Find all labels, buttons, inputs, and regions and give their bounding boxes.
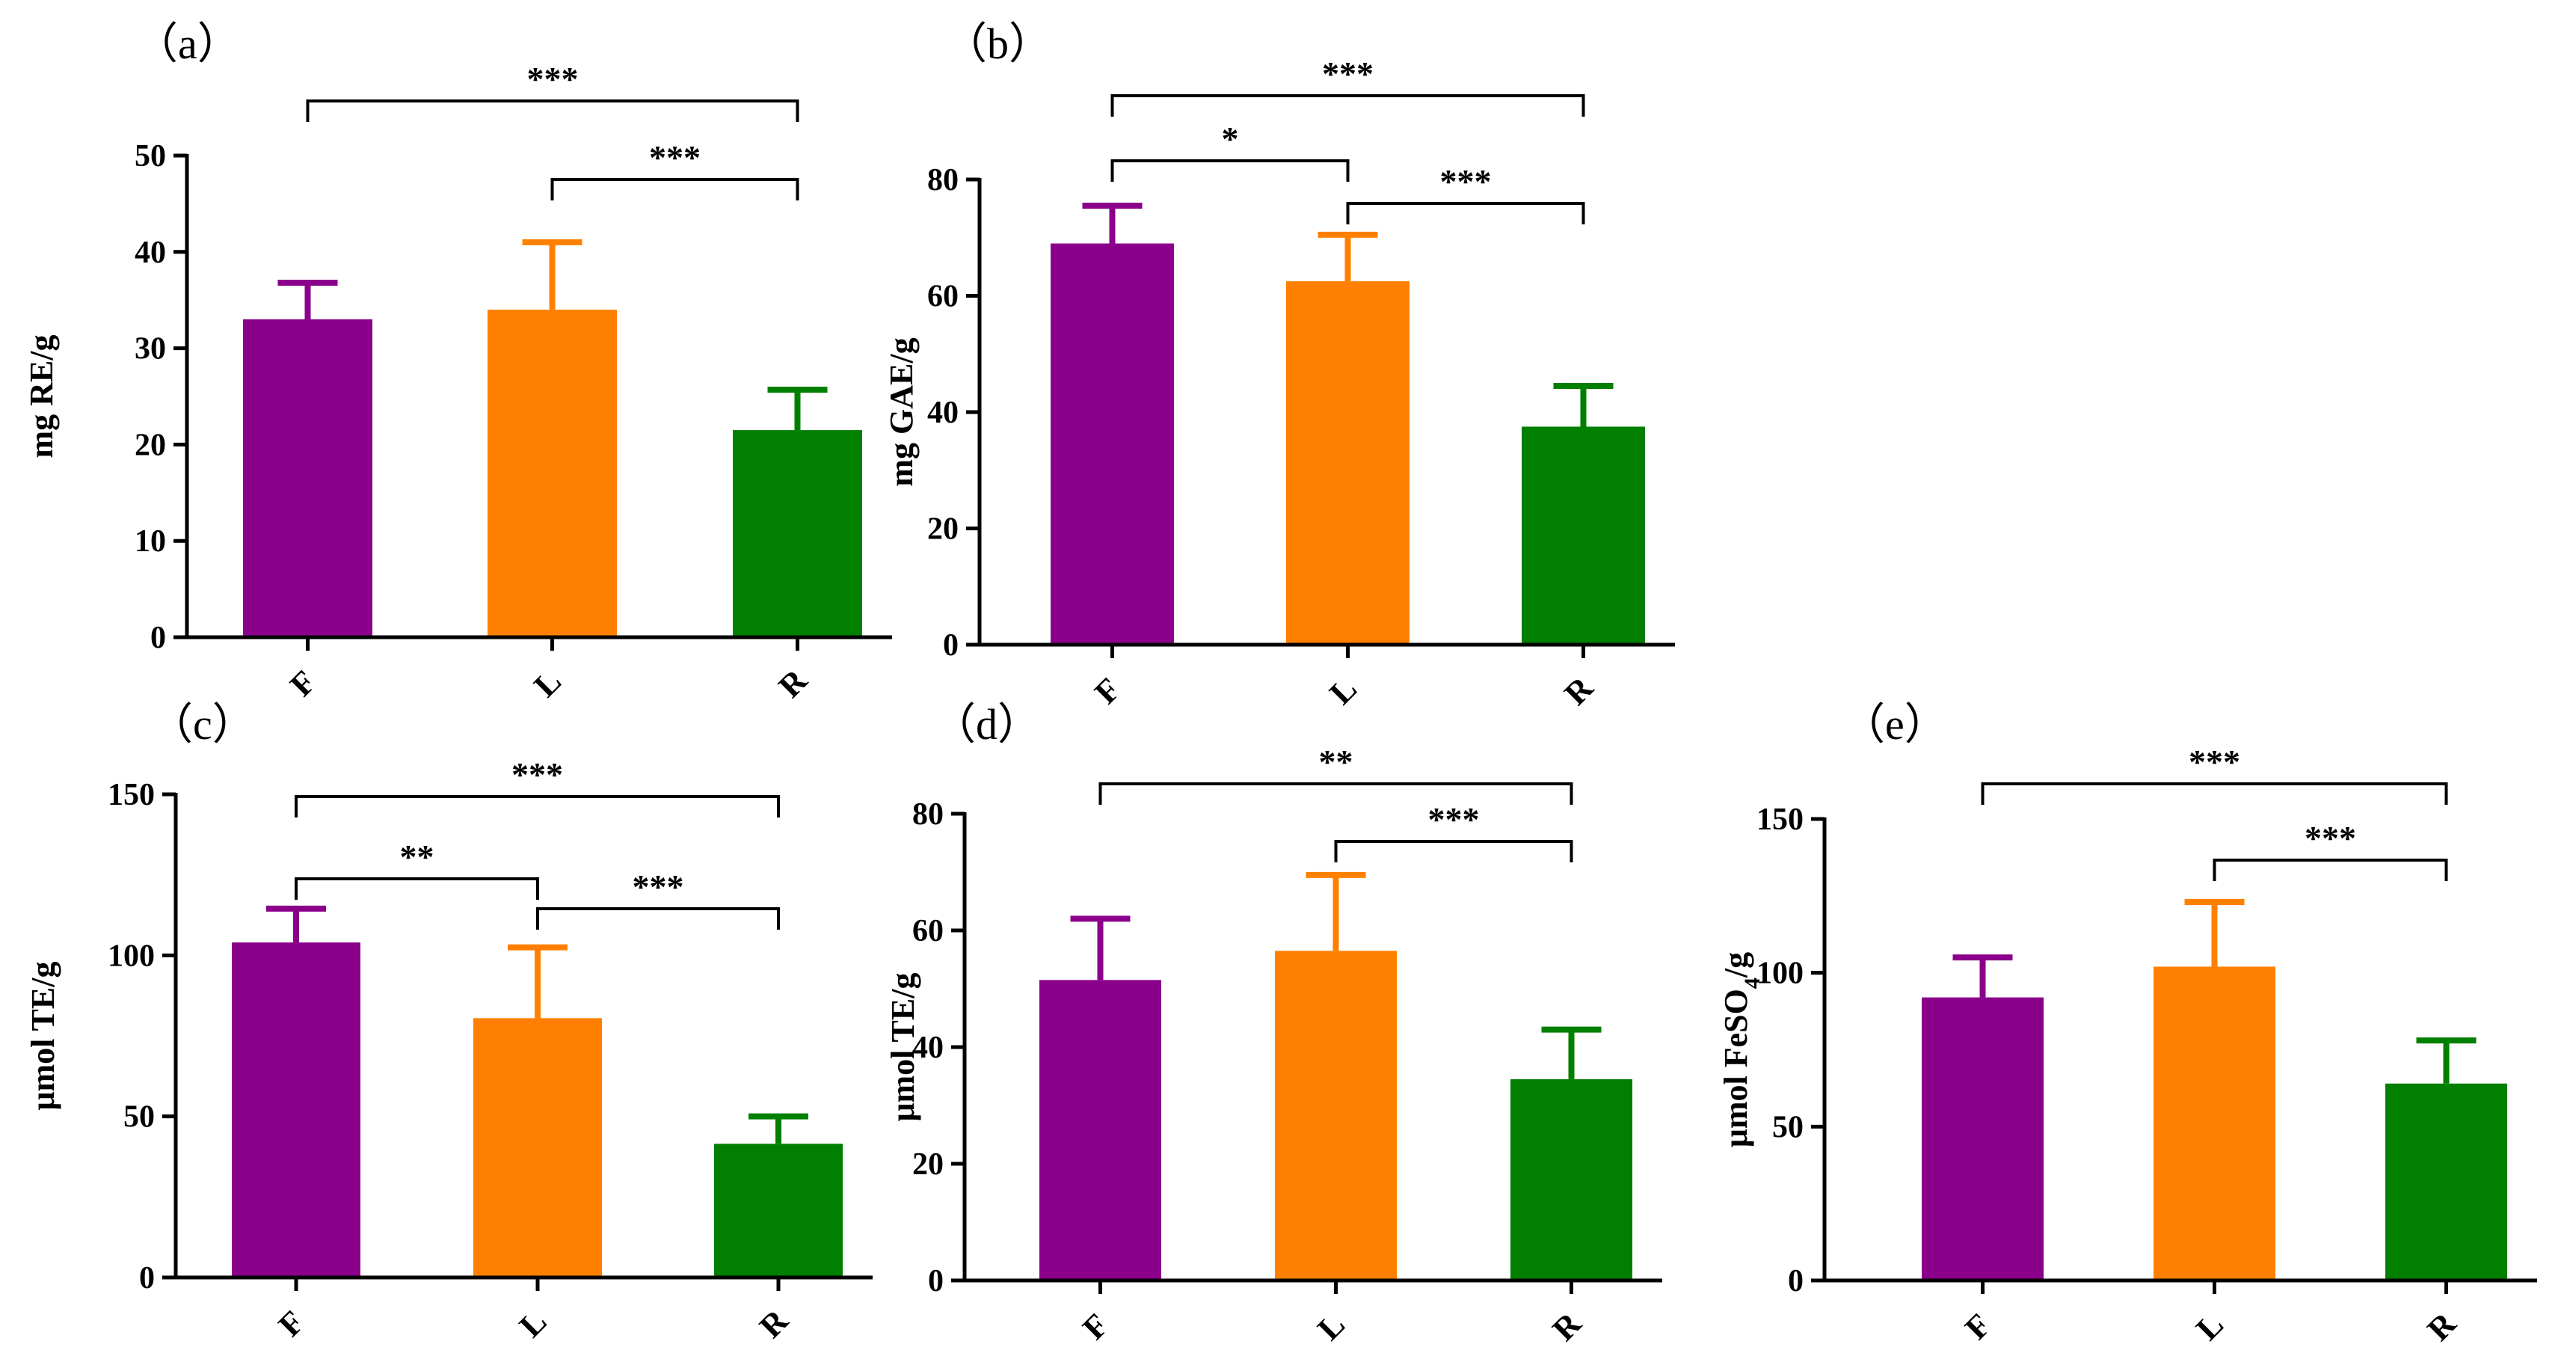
bar-L [1275,951,1397,1280]
bar-L [473,1018,602,1277]
y-tick-label: 50 [135,139,166,174]
significance-bracket [550,178,799,200]
significance-bracket [306,99,799,122]
x-tick-label: L [1311,1306,1352,1347]
x-tick-label: R [772,661,815,705]
y-tick-label: 40 [135,236,166,270]
x-tick-label: R [752,1301,796,1345]
significance-bracket [536,907,780,930]
y-axis-label: μmol TE/g [25,962,61,1111]
bar-F [232,942,360,1277]
significance-bracket [295,795,780,817]
bar-F [1922,997,2044,1280]
panel-label: （d） [932,700,1041,749]
y-axis-label: μmol FeSO4/g [1718,952,1765,1147]
y-axis-label-main: μmol FeSO [1718,989,1754,1147]
y-tick-label: 0 [150,621,166,655]
bar-R [1522,426,1645,645]
y-tick-label: 0 [943,628,959,663]
x-tick-label: R [1546,1304,1589,1348]
y-tick-label: 150 [108,778,155,812]
y-tick-label: 150 [1756,803,1804,837]
significance-bracket [1334,840,1573,862]
significance-label: *** [1440,162,1492,200]
significance-label: *** [1322,55,1374,93]
significance-label: *** [511,755,563,794]
significance-label: *** [2189,743,2240,781]
x-tick-label: L [512,1303,553,1344]
y-tick-label: 20 [927,512,959,547]
bar-L [488,310,617,637]
bar-R [714,1144,843,1277]
y-axis-label: μmol TE/g [885,973,921,1122]
significance-bracket [295,877,539,900]
significance-bracket [1110,94,1585,117]
bar-R [2385,1083,2507,1280]
y-tick-label: 50 [1772,1110,1804,1144]
y-tick-label: 80 [927,163,959,197]
y-tick-label: 0 [139,1261,155,1295]
chart-panel-0: （a） F L R 0 10 20 30 40 50 mg RE/g *** *** [23,19,892,705]
significance-bracket [1981,782,2448,805]
significance-label: * [1222,120,1239,158]
significance-label: *** [1428,800,1480,838]
panel-label: （b） [944,19,1052,68]
x-tick-label: R [2420,1304,2464,1348]
significance-label: *** [633,868,684,906]
y-tick-label: 0 [928,1264,944,1298]
panel-label: （c） [150,700,256,749]
y-tick-label: 60 [912,914,944,948]
bar-F [1039,980,1161,1280]
bar-L [1286,281,1410,645]
y-tick-label: 60 [927,280,959,314]
y-tick-label: 10 [135,524,166,559]
y-tick-label: 30 [135,332,166,366]
significance-bracket [1098,782,1573,805]
y-tick-label: 20 [912,1147,944,1182]
significance-bracket [2213,859,2448,881]
significance-label: ** [1319,743,1353,781]
x-tick-label: R [1558,669,1601,712]
significance-label: ** [400,838,434,876]
significance-label: *** [649,138,701,177]
x-tick-label: L [2189,1306,2231,1347]
x-tick-label: L [1323,670,1364,711]
x-tick-label: F [271,1304,312,1344]
panel-label: （a） [135,19,241,68]
significance-label: *** [527,60,579,98]
bar-F [1051,243,1174,645]
y-axis-label: mg GAE/g [883,337,920,486]
y-axis-label: mg RE/g [23,335,60,458]
x-tick-label: F [1087,671,1128,711]
y-tick-label: 40 [927,396,959,430]
y-tick-label: 100 [108,939,155,973]
bar-R [1510,1079,1632,1280]
y-tick-label: 80 [912,797,944,832]
x-tick-label: L [527,663,568,704]
y-tick-label: 50 [123,1100,155,1135]
y-tick-label: 20 [135,428,166,462]
x-tick-label: F [1075,1307,1116,1347]
significance-label: *** [2305,819,2356,857]
x-tick-label: F [1958,1307,1998,1347]
y-axis-label-suffix: /g [1718,952,1754,978]
y-tick-label: 100 [1756,957,1804,991]
significance-bracket [1346,202,1585,224]
y-tick-label: 0 [1788,1264,1804,1298]
x-tick-label: F [283,663,323,704]
panel-label: （e） [1842,700,1948,749]
bar-L [2154,966,2275,1280]
significance-bracket [1110,159,1350,182]
bar-F [243,319,372,637]
chart-panel-4: （e） F L R 0 50 100 150 μmol FeSO4/g *** *** [1718,700,2537,1348]
y-tick-label: 40 [912,1031,944,1065]
bar-R [733,430,862,637]
y-axis-label-sub: 4 [1740,978,1765,989]
